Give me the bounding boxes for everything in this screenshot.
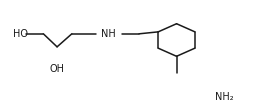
- Text: HO: HO: [13, 29, 28, 39]
- Text: OH: OH: [50, 64, 64, 74]
- Text: NH: NH: [101, 29, 116, 39]
- Text: NH₂: NH₂: [215, 93, 234, 103]
